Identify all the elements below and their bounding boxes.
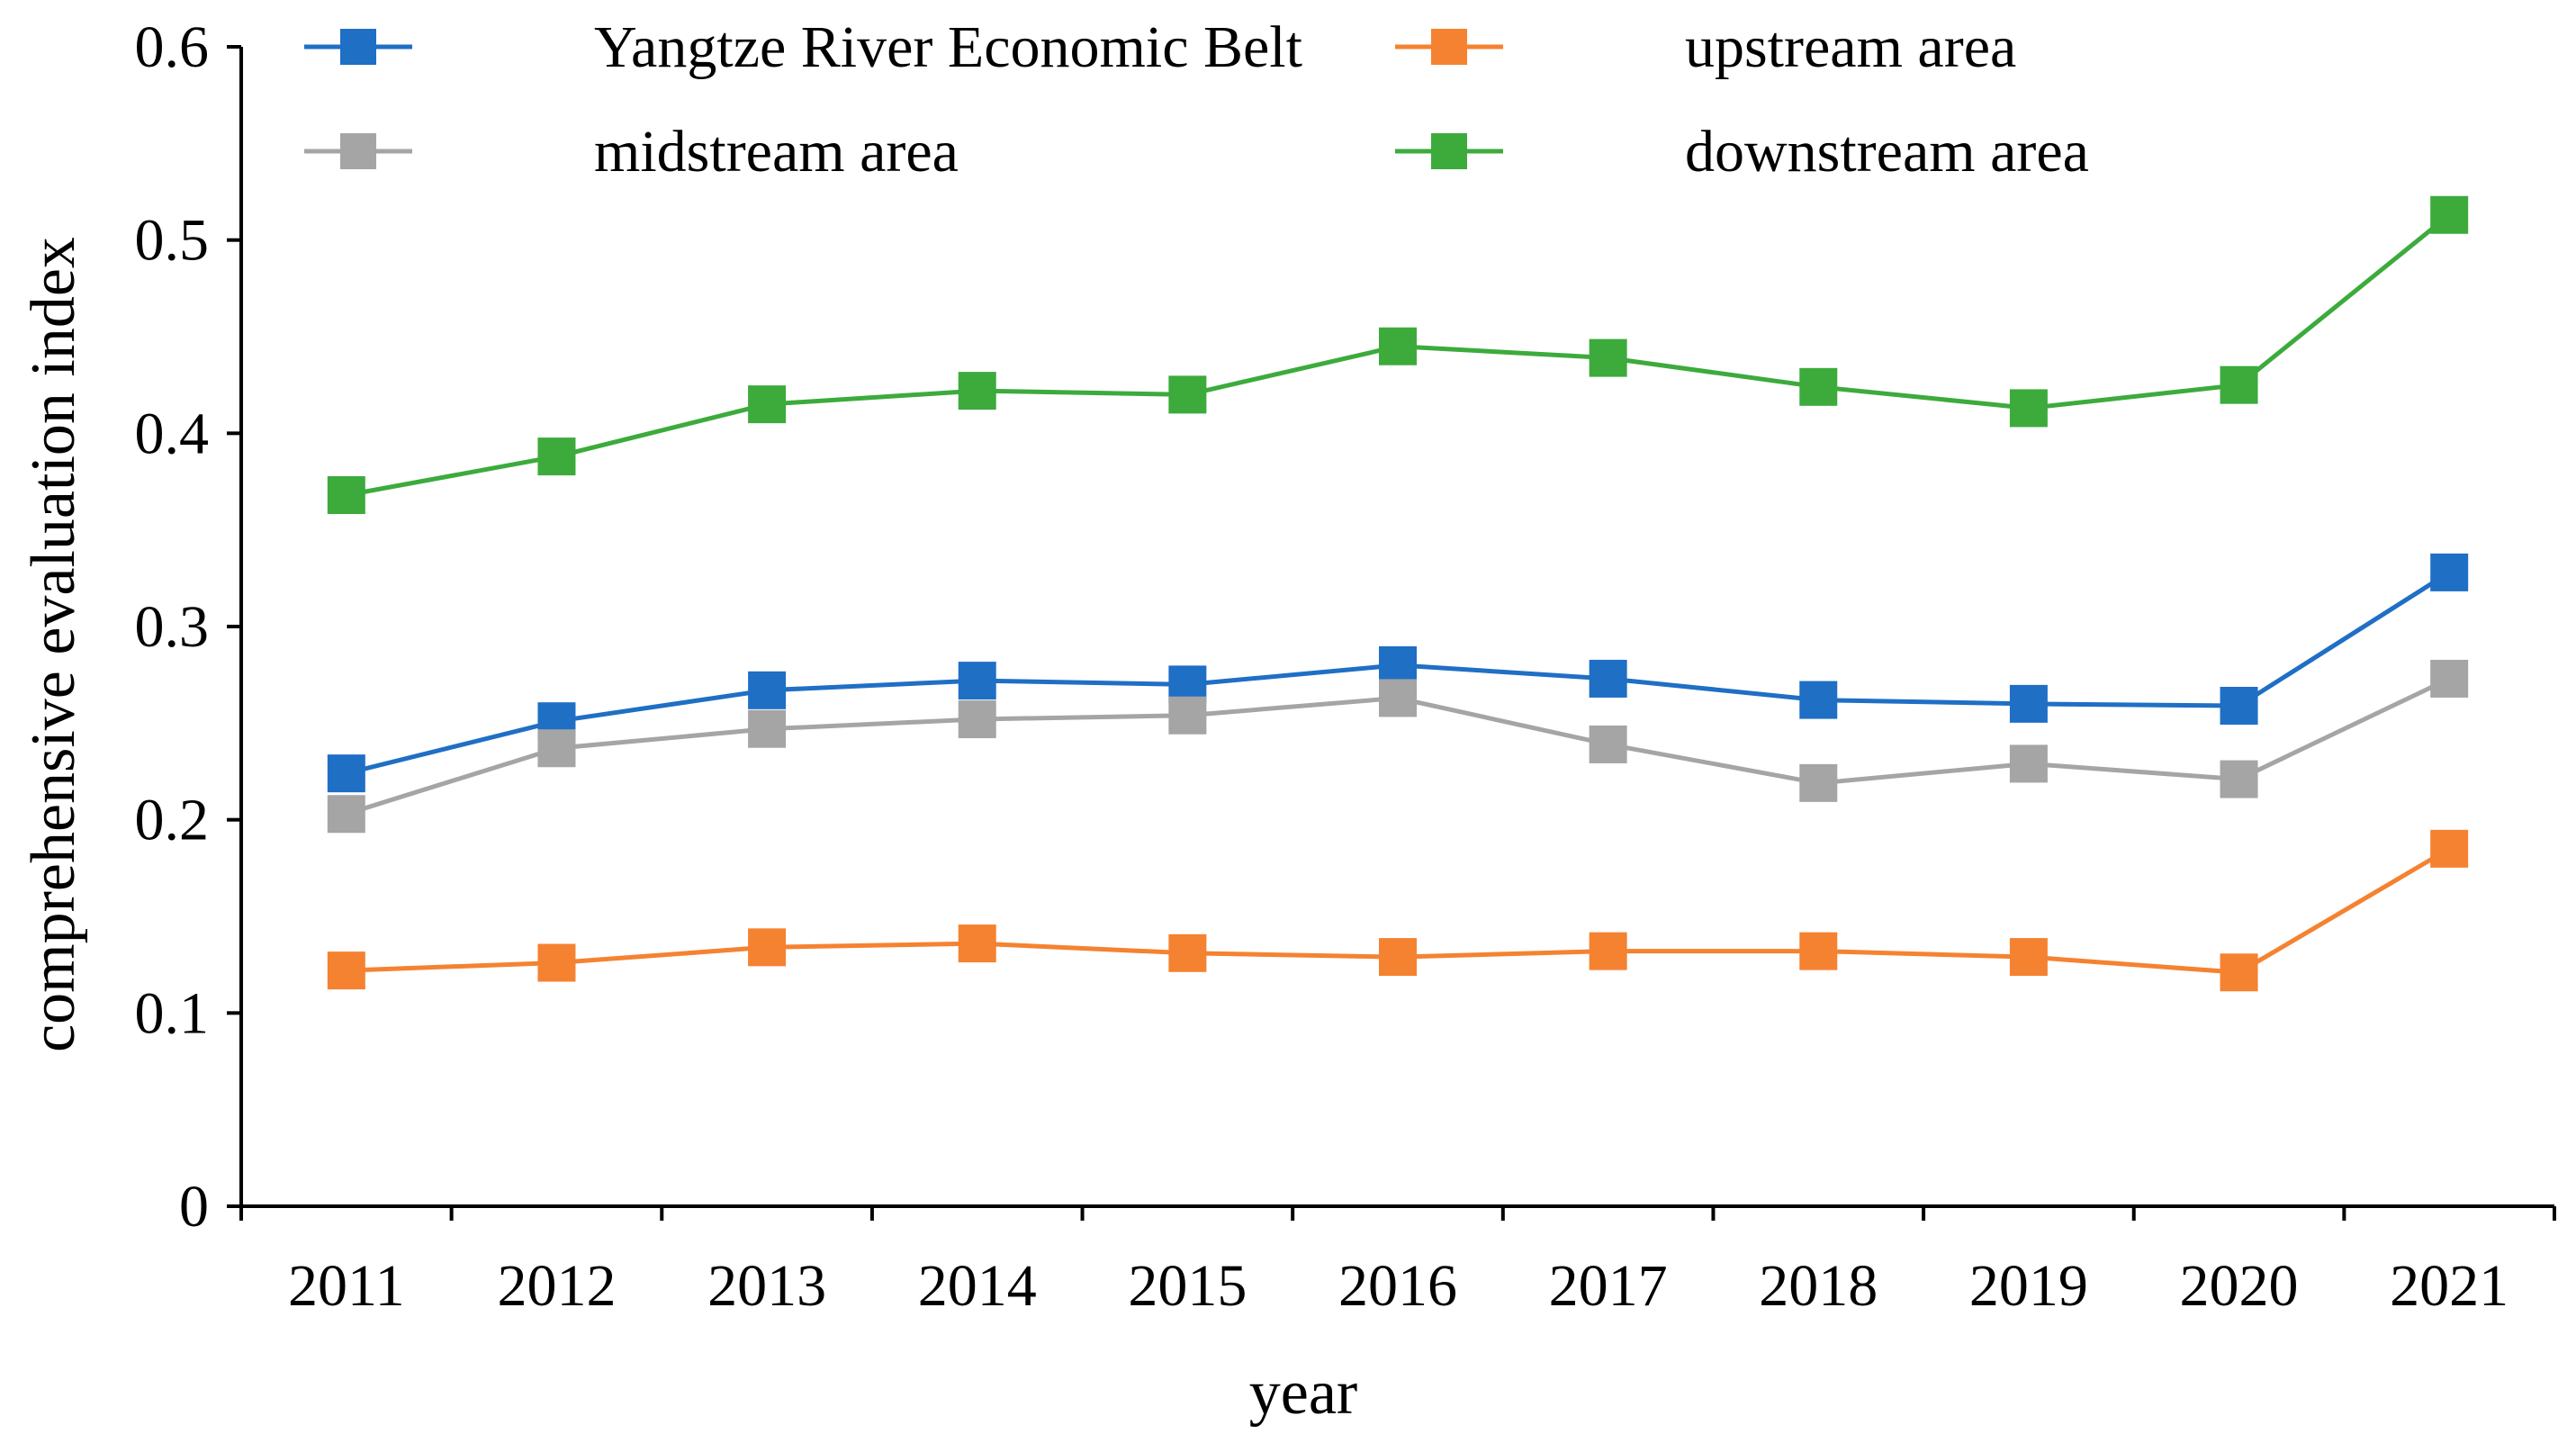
y-tick-label: 0.4 xyxy=(135,401,210,466)
x-tick-label: 2013 xyxy=(707,1253,826,1319)
x-tick-label: 2015 xyxy=(1128,1253,1247,1319)
data-point xyxy=(2009,744,2048,783)
legend: Yangtze River Economic Belt upstream area… xyxy=(304,14,2089,185)
y-tick-label: 0.2 xyxy=(135,788,210,853)
legend-label: Yangtze River Economic Belt xyxy=(594,14,1302,80)
data-point xyxy=(2009,389,2048,428)
legend-item: Yangtze River Economic Belt xyxy=(304,14,1302,80)
data-point xyxy=(2430,195,2469,234)
data-point xyxy=(537,943,576,982)
data-point xyxy=(1379,679,1417,717)
series-2 xyxy=(327,659,2469,834)
data-point xyxy=(1799,367,1838,406)
x-tick-label: 2021 xyxy=(2390,1253,2508,1319)
x-axis-title: year xyxy=(1249,1358,1357,1428)
data-point xyxy=(2220,953,2258,992)
data-point xyxy=(1589,932,1627,970)
data-point xyxy=(958,662,996,700)
data-point xyxy=(2220,687,2258,726)
data-point xyxy=(2220,365,2258,404)
data-point xyxy=(1168,696,1207,735)
y-tick-label: 0.1 xyxy=(135,980,210,1046)
legend-item: downstream area xyxy=(1395,119,2089,185)
data-point xyxy=(748,671,787,709)
data-point xyxy=(2220,760,2258,798)
legend-marker xyxy=(1431,29,1467,65)
data-point xyxy=(2430,553,2469,591)
data-point xyxy=(958,372,996,410)
data-point xyxy=(1379,327,1417,365)
data-point xyxy=(1168,933,1207,972)
x-tick-label: 2014 xyxy=(918,1253,1037,1319)
data-point xyxy=(1589,659,1627,698)
legend-item: midstream area xyxy=(304,119,959,185)
data-point xyxy=(537,437,576,476)
series-0 xyxy=(327,553,2469,793)
series-group xyxy=(327,195,2469,992)
series-3 xyxy=(327,195,2469,515)
data-point xyxy=(1168,375,1207,414)
data-point xyxy=(1799,763,1838,802)
x-tick-label: 2020 xyxy=(2180,1253,2299,1319)
data-point xyxy=(958,700,996,739)
y-tick-label: 0.6 xyxy=(135,14,210,80)
legend-marker xyxy=(1431,133,1467,169)
data-point xyxy=(2430,829,2469,868)
x-tick-label: 2011 xyxy=(288,1253,405,1319)
y-tick-label: 0.5 xyxy=(135,208,210,274)
x-tick-label: 2019 xyxy=(1969,1253,2088,1319)
data-point xyxy=(327,476,365,515)
x-tick-label: 2012 xyxy=(497,1253,616,1319)
data-point xyxy=(1799,932,1838,970)
legend-marker xyxy=(340,29,376,65)
x-tick-label: 2016 xyxy=(1338,1253,1457,1319)
y-tick-label: 0.3 xyxy=(135,594,210,660)
data-point xyxy=(327,754,365,793)
data-point xyxy=(2430,659,2469,698)
legend-item: upstream area xyxy=(1395,14,2016,80)
data-point xyxy=(748,385,787,424)
x-tick-label: 2017 xyxy=(1549,1253,1668,1319)
data-point xyxy=(327,795,365,834)
legend-label: downstream area xyxy=(1685,119,2089,185)
data-point xyxy=(1589,338,1627,377)
data-point xyxy=(1379,938,1417,977)
data-point xyxy=(1799,681,1838,719)
data-point xyxy=(748,709,787,748)
axes: 0 0.1 0.2 0.3 0.4 0.5 0.6 2011 2012 2013 2014 2015 2… xyxy=(135,14,2556,1319)
series-1 xyxy=(327,829,2469,992)
legend-label: midstream area xyxy=(594,119,959,185)
data-point xyxy=(327,951,365,990)
x-tick-label: 2018 xyxy=(1759,1253,1878,1319)
data-point xyxy=(2009,938,2048,977)
legend-label: upstream area xyxy=(1685,14,2016,80)
data-point xyxy=(748,928,787,967)
y-axis-title: comprehensive evaluation index xyxy=(19,237,88,1052)
y-tick-label: 0 xyxy=(179,1174,209,1240)
data-point xyxy=(958,924,996,963)
data-point xyxy=(2009,684,2048,723)
legend-marker xyxy=(340,133,376,169)
data-point xyxy=(537,729,576,768)
data-point xyxy=(1379,645,1417,684)
data-point xyxy=(1589,725,1627,763)
